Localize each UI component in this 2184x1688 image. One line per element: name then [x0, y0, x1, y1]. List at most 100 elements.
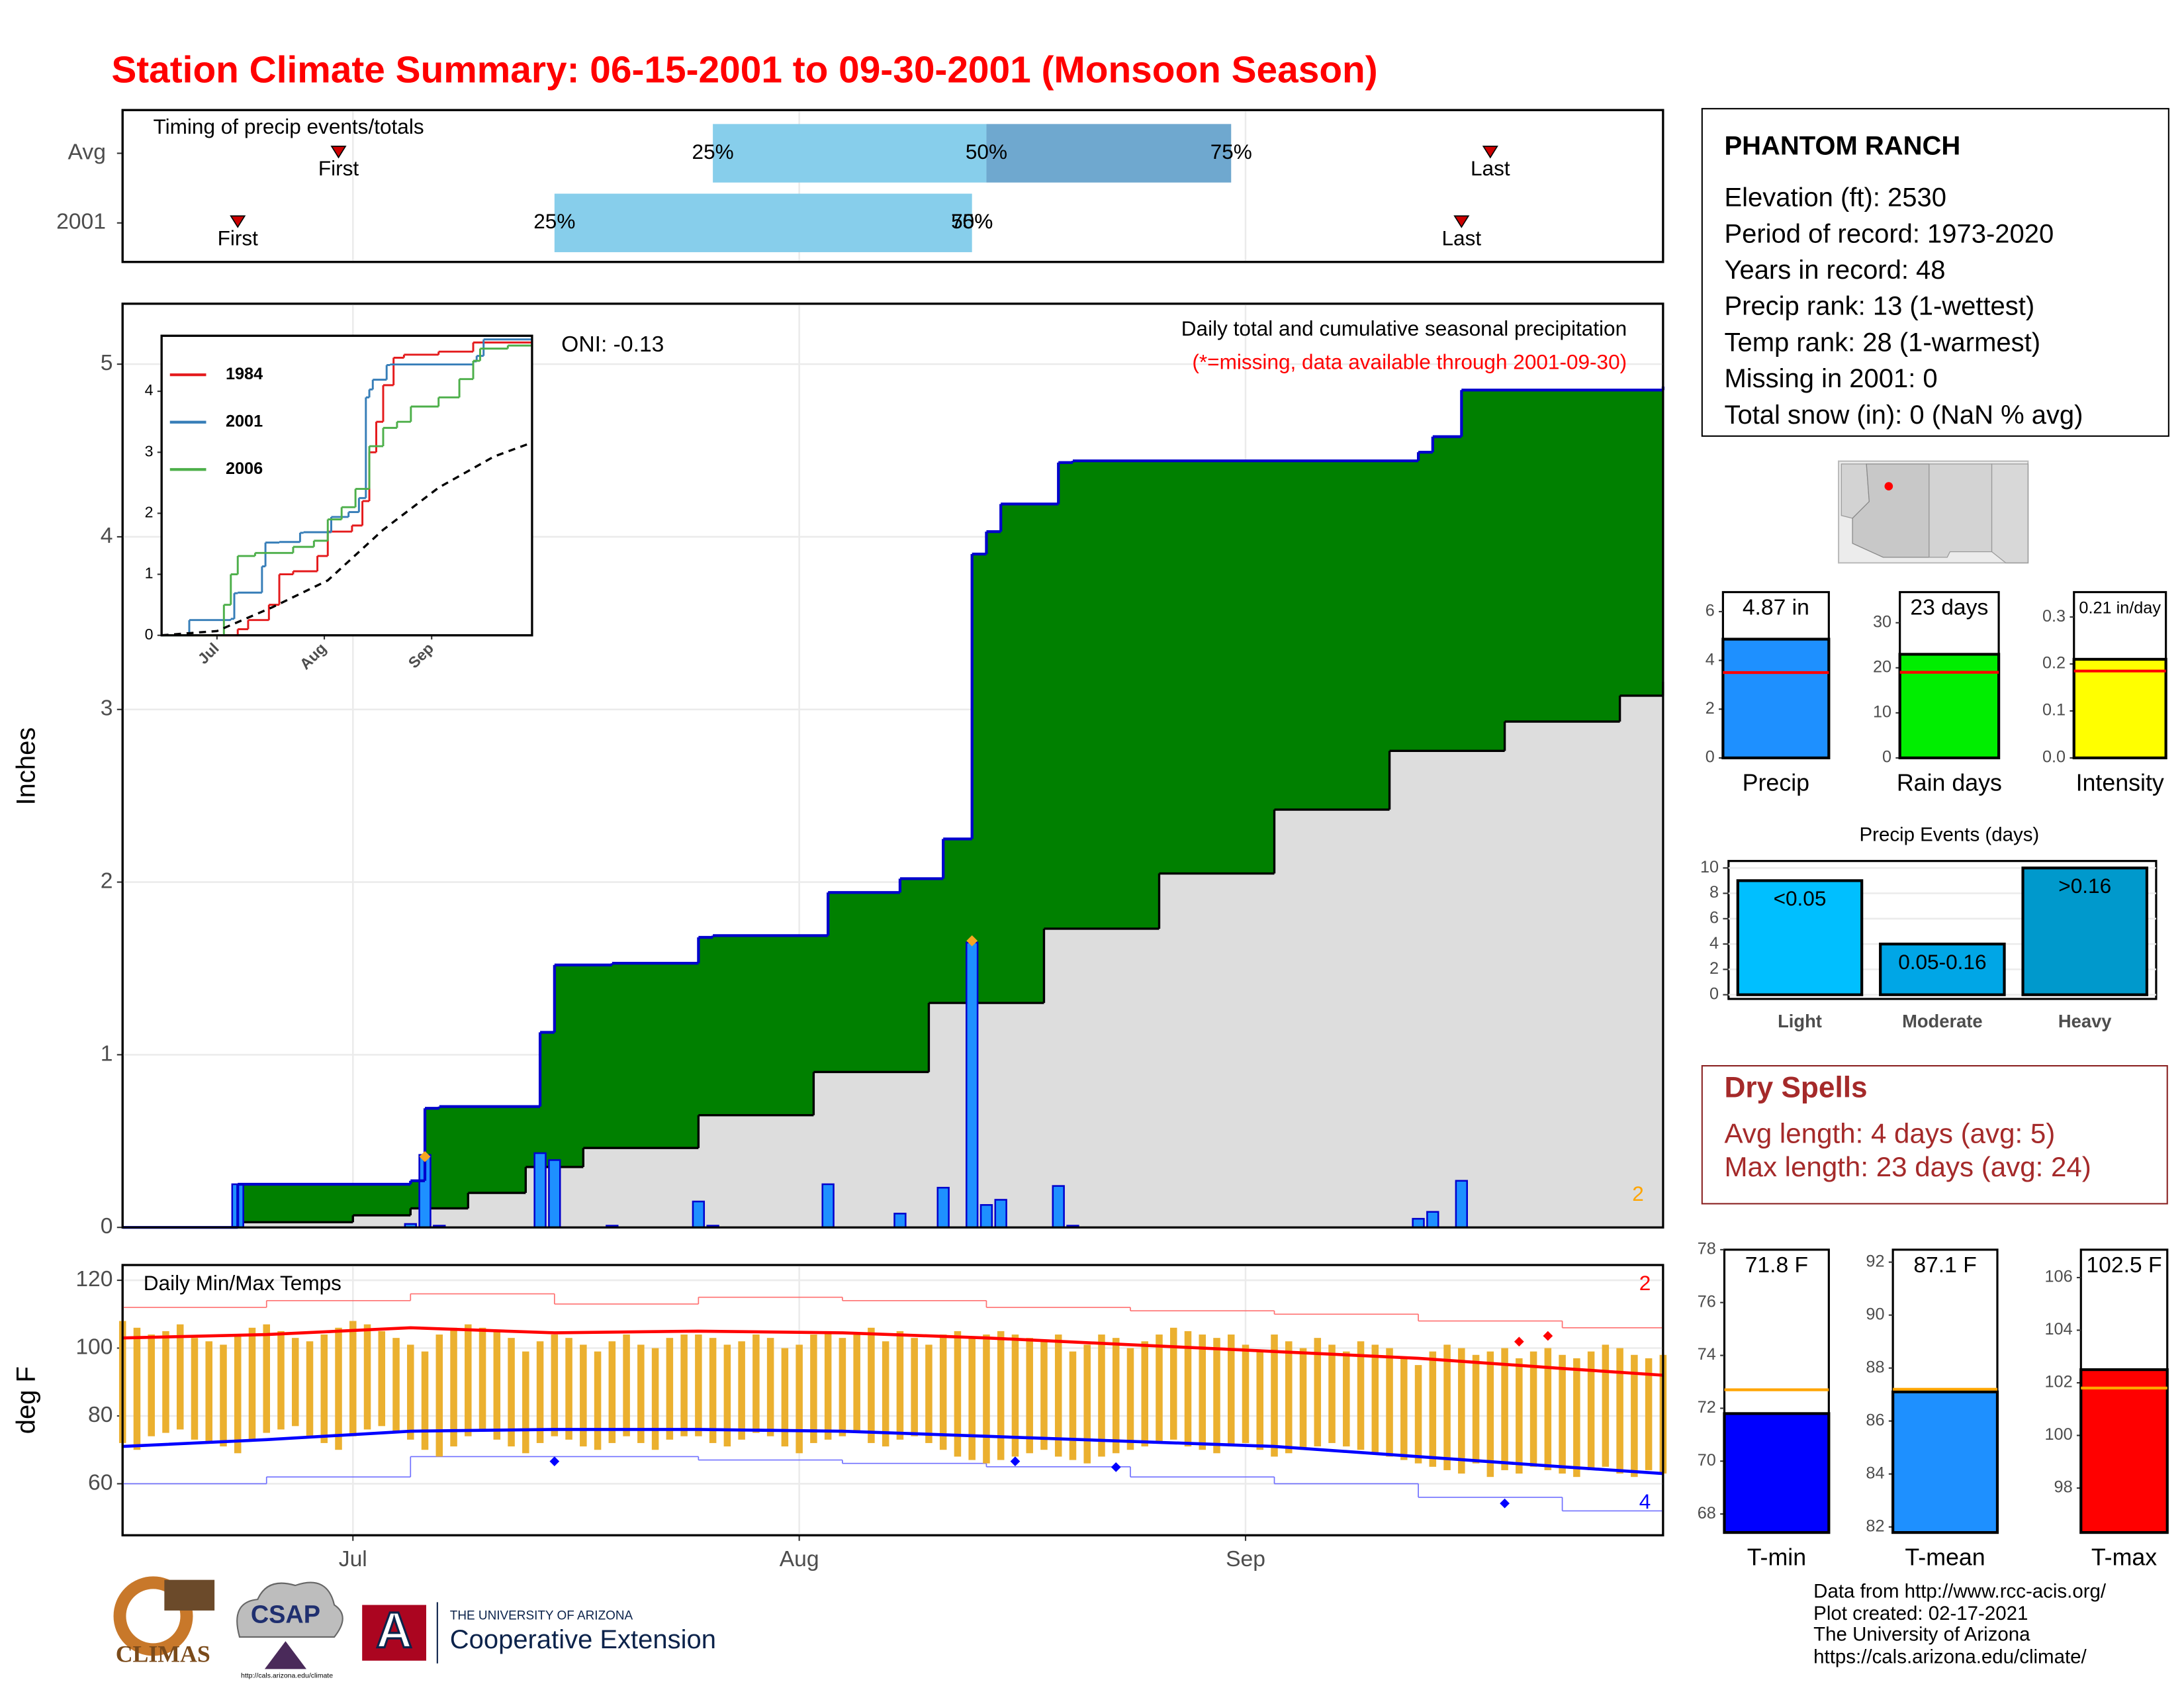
- summary-bar: [2079, 1368, 2169, 1534]
- flag-marker: [966, 935, 978, 947]
- info-line: Elevation (ft): 2530: [1724, 183, 1946, 212]
- daily-bar: [533, 1152, 547, 1229]
- x-tick-label: Jul: [339, 1547, 367, 1571]
- temp-range-bar: [478, 1327, 486, 1430]
- temp-range-bar: [1285, 1341, 1293, 1454]
- record-count: 2: [1639, 1271, 1651, 1295]
- quartile-bar: [554, 193, 972, 252]
- temp-range-bar: [133, 1327, 141, 1450]
- bar-label: <0.05: [1774, 886, 1827, 910]
- temp-range-bar: [148, 1335, 155, 1436]
- temp-range-bar: [810, 1335, 817, 1443]
- climas-logo: [164, 1579, 215, 1611]
- temp-range-bar: [983, 1335, 990, 1464]
- dry-spell-line: Avg length: 4 days (avg: 5): [1724, 1117, 2055, 1149]
- y-tick-label: 68: [1698, 1504, 1716, 1523]
- temp-range-bar: [1126, 1348, 1134, 1450]
- y-tick-label: 3: [101, 696, 113, 721]
- value-label: 0.21 in/day: [2079, 598, 2161, 617]
- temp-range-bar: [1156, 1335, 1163, 1443]
- y-tick-label: 30: [1873, 612, 1891, 631]
- legend-label: 2001: [226, 412, 263, 430]
- event-marker: [1453, 215, 1470, 228]
- y-tick-label: 60: [88, 1470, 113, 1495]
- record-marker: [549, 1456, 560, 1466]
- temp-range-bar: [723, 1344, 731, 1447]
- category-label: Rain days: [1897, 769, 2002, 796]
- temp-range-bar: [465, 1324, 472, 1436]
- daily-bar: [994, 1199, 1007, 1229]
- y-tick-label: 0: [1709, 984, 1719, 1003]
- y-tick-label: 88: [1866, 1358, 1884, 1376]
- y-tick-label: 4: [1706, 650, 1715, 669]
- value-label: 4.87 in: [1743, 596, 1809, 620]
- dry-spell-line: Max length: 23 days (avg: 24): [1724, 1151, 2091, 1182]
- y-tick-label: 74: [1698, 1345, 1716, 1364]
- y-tick-label: 1: [145, 565, 154, 582]
- temp-range-bar: [536, 1341, 544, 1443]
- oni-annotation: ONI: -0.13: [561, 332, 664, 357]
- temp-range-bar: [1602, 1344, 1610, 1467]
- category-label: T-max: [2091, 1544, 2157, 1571]
- row-label: Avg: [68, 140, 106, 164]
- temp-range-bar: [766, 1338, 774, 1436]
- temp-range-bar: [1458, 1348, 1465, 1474]
- temp-range-bar: [1616, 1348, 1623, 1474]
- temp-range-bar: [162, 1331, 169, 1433]
- temp-range-bar: [896, 1331, 904, 1440]
- ua-text: THE UNIVERSITY OF ARIZONA: [450, 1609, 633, 1622]
- temp-range-bar: [1098, 1335, 1105, 1457]
- bar-label: >0.16: [2058, 874, 2111, 898]
- daily-bar: [893, 1213, 907, 1229]
- y-tick-label: 10: [1700, 858, 1719, 876]
- temp-range-bar: [1587, 1351, 1595, 1470]
- info-box: [1701, 108, 2169, 437]
- info-line: Period of record: 1973-2020: [1724, 219, 2054, 248]
- y-tick-label: 92: [1866, 1252, 1884, 1270]
- footer-line: Data from http://www.rcc-acis.org/: [1813, 1580, 2107, 1602]
- y-tick-label: 0.1: [2042, 701, 2066, 720]
- y-tick-label: 86: [1866, 1411, 1884, 1429]
- station-name: PHANTOM RANCH: [1724, 132, 1960, 161]
- temp-range-bar: [651, 1348, 659, 1450]
- temp-range-bar: [392, 1338, 400, 1433]
- daily-bar: [936, 1186, 950, 1229]
- ua-logo: [362, 1605, 427, 1661]
- y-tick-label: 20: [1873, 657, 1891, 676]
- x-tick-label: Sep: [1226, 1547, 1265, 1571]
- info-line: Years in record: 48: [1724, 256, 1945, 285]
- temp-range-bar: [522, 1351, 529, 1454]
- daily-bar: [966, 941, 979, 1229]
- category-label: Precip: [1743, 769, 1809, 796]
- temp-range-bar: [1314, 1338, 1322, 1447]
- temp-range-bar: [580, 1344, 587, 1447]
- summary-bar: [1898, 653, 2001, 760]
- summary-bar: [2072, 657, 2167, 760]
- y-tick-label: 0: [1706, 748, 1715, 767]
- locator-map: [1838, 460, 2029, 564]
- temp-range-bar: [248, 1327, 256, 1440]
- daily-bar: [979, 1204, 993, 1229]
- temp-border: [121, 1264, 1664, 1536]
- temp-range-bar: [378, 1331, 386, 1427]
- temp-range-bar: [1472, 1354, 1480, 1464]
- temp-range-bar: [608, 1341, 616, 1443]
- temp-range-bar: [191, 1338, 199, 1440]
- y-tick-label: 0: [101, 1214, 113, 1239]
- temp-range-bar: [421, 1351, 429, 1450]
- legend-label: 1984: [226, 365, 263, 383]
- temp-range-bar: [435, 1335, 443, 1457]
- temp-range-bar: [1040, 1341, 1048, 1450]
- y-tick-label: 5: [101, 351, 113, 375]
- temp-range-bar: [939, 1335, 947, 1450]
- temp-range-bar: [853, 1335, 860, 1433]
- y-tick-label: 2: [1709, 959, 1719, 978]
- temp-range-bar: [1443, 1344, 1451, 1470]
- y-tick-label: 1: [101, 1041, 113, 1066]
- y-tick-label: 102: [2044, 1373, 2072, 1391]
- y-tick-label: 100: [75, 1335, 113, 1359]
- y-tick-label: 0.3: [2042, 607, 2066, 626]
- average-area: [122, 682, 1663, 1228]
- temp-range-bar: [666, 1338, 674, 1440]
- category-label: Intensity: [2076, 769, 2164, 796]
